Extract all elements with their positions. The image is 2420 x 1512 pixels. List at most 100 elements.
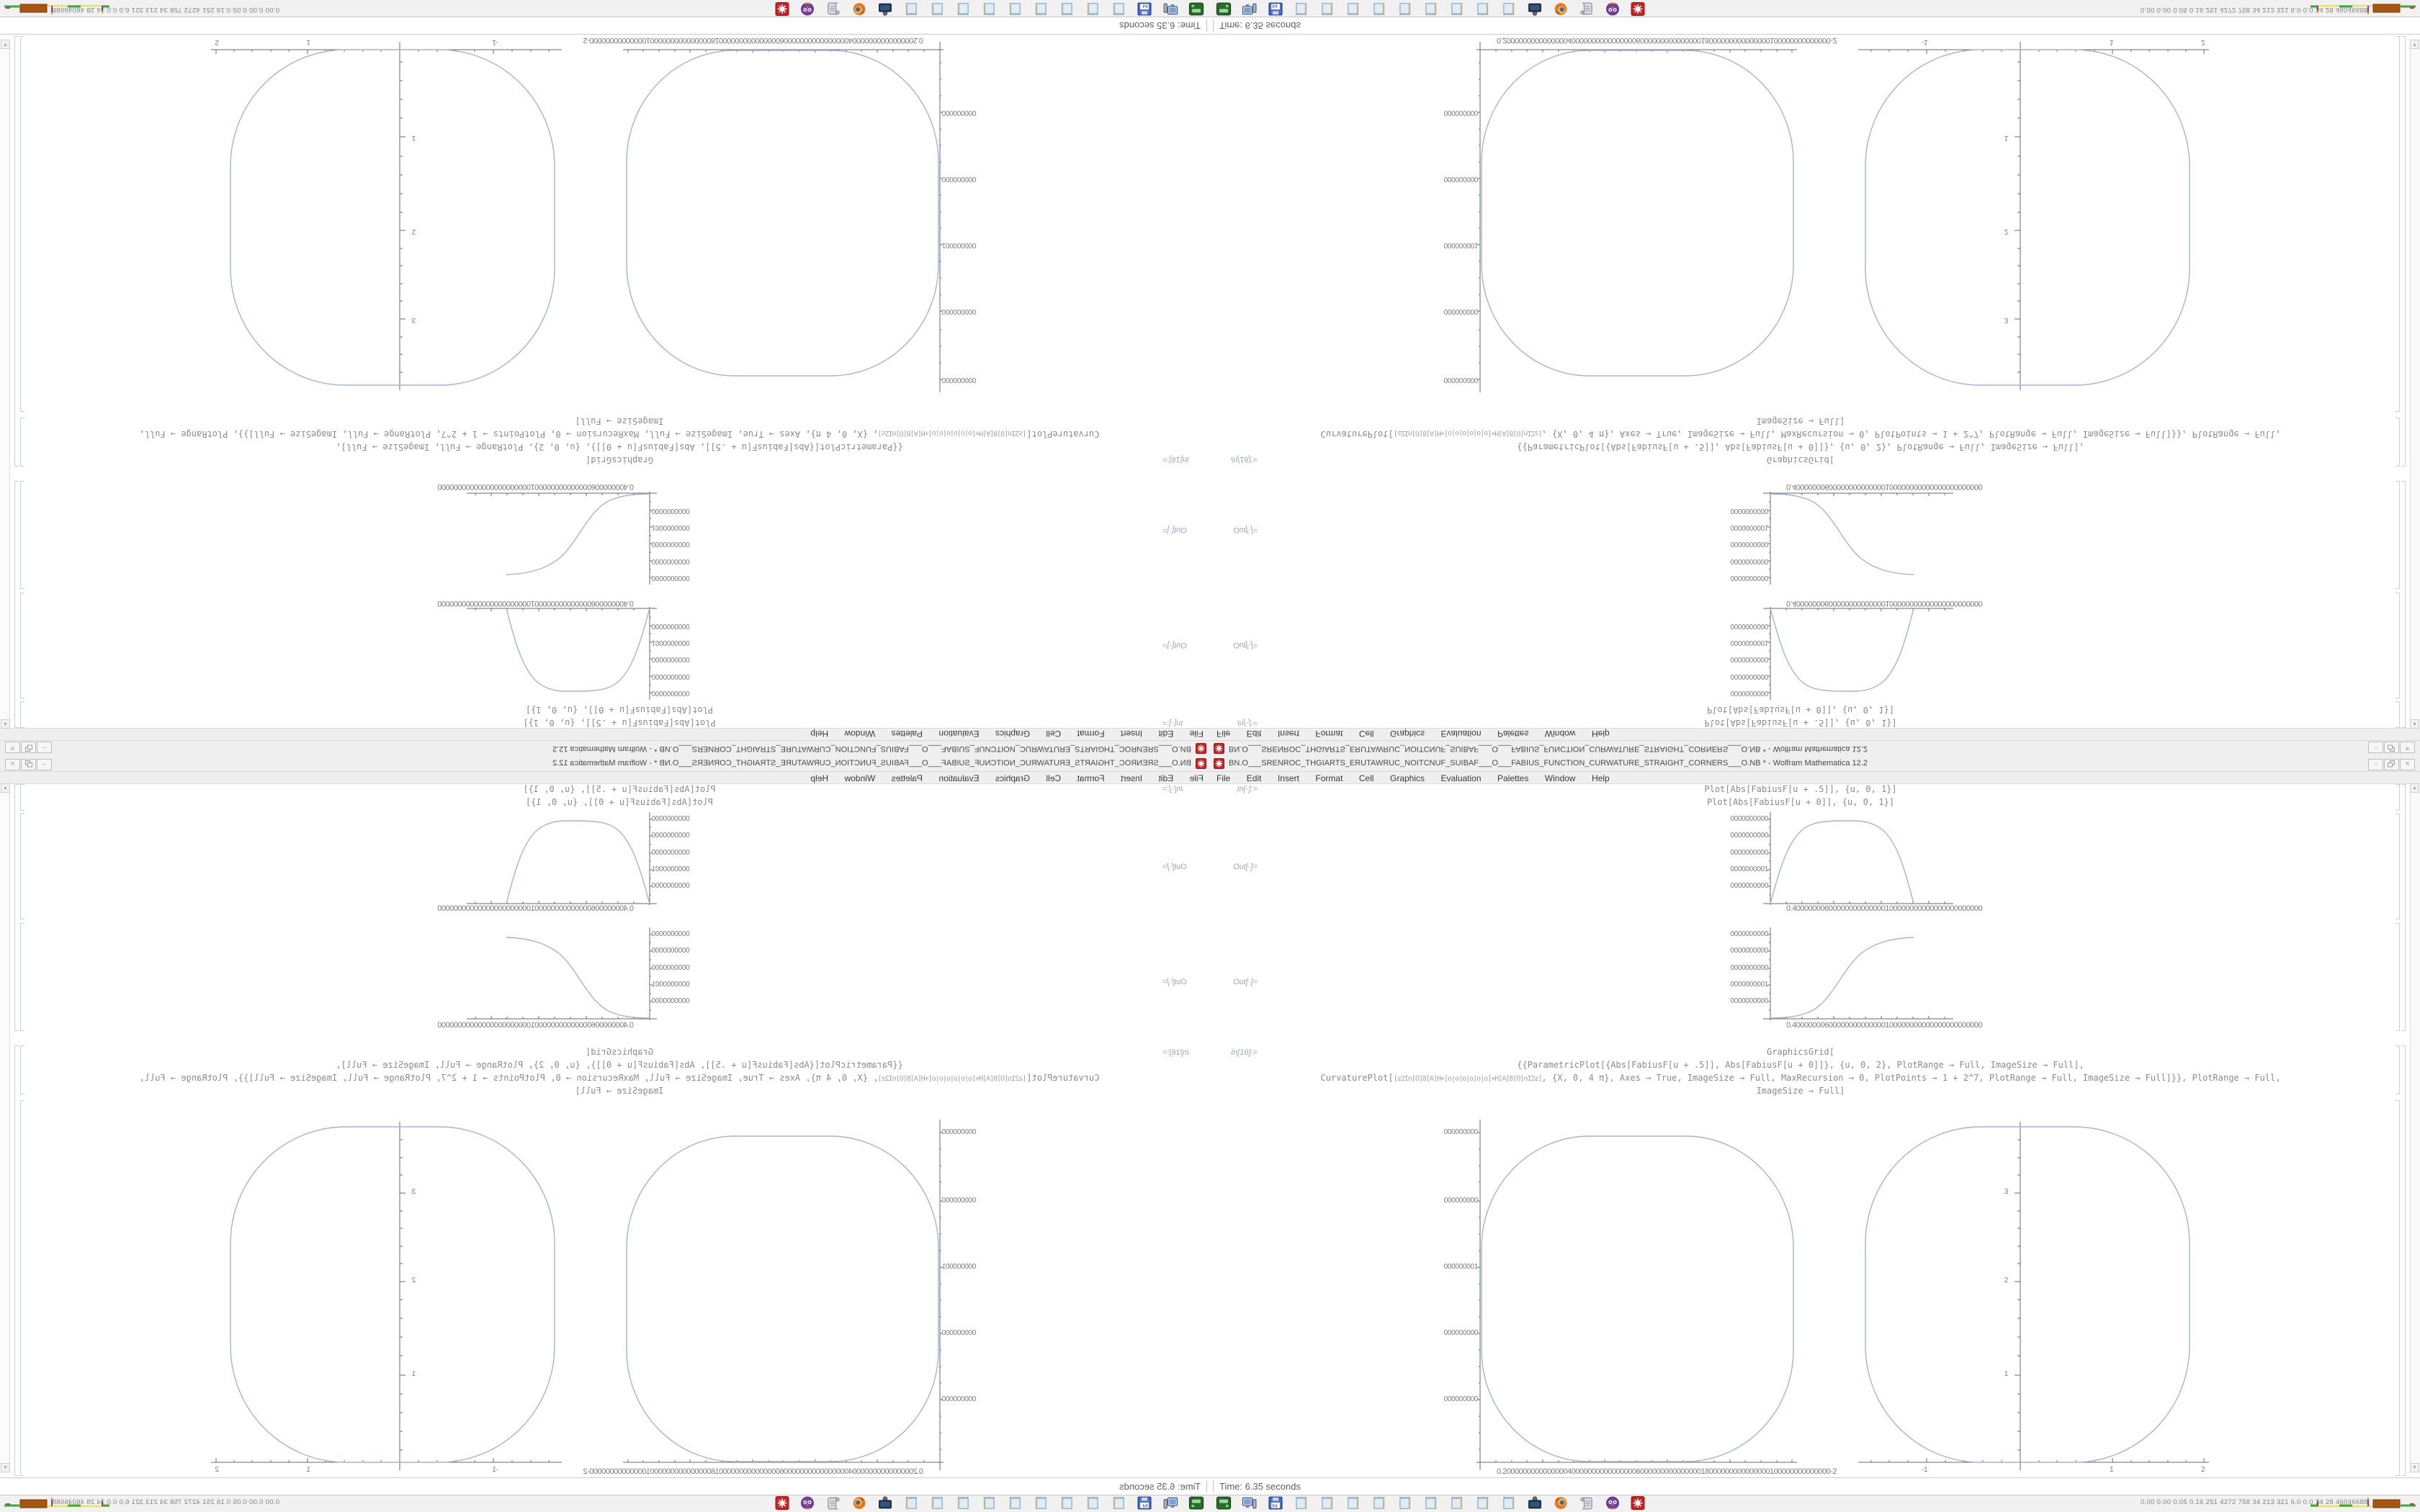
input-code-line[interactable]: Plot[Abs[FabiusF[u + 0]], {u, 0, 1}] <box>525 797 714 807</box>
menu-evaluation[interactable]: Evaluation <box>1440 729 1482 739</box>
restore-button[interactable] <box>2384 742 2399 753</box>
input-code-line[interactable]: Plot[Abs[FabiusF[u + 0]], {u, 0, 1}] <box>525 705 714 715</box>
input-code-line[interactable]: ImageSize → Full] <box>1756 1086 1845 1096</box>
scroll-up-button[interactable]: ▴ <box>1 783 10 793</box>
menu-edit[interactable]: Edit <box>1246 729 1262 739</box>
taskbar-item-notepad[interactable] <box>1449 1496 1468 1511</box>
input-code-line[interactable]: ImageSize → Full] <box>1756 416 1845 426</box>
taskbar-item-owl[interactable] <box>1605 1 1623 16</box>
taskbar-item-screen-camera[interactable] <box>1527 1496 1546 1511</box>
scroll-down-button[interactable]: ▾ <box>1 40 10 49</box>
scroll-down-button[interactable]: ▾ <box>1 1463 10 1472</box>
cell-group-bracket[interactable] <box>2401 1045 2406 1476</box>
taskbar-item-notepad[interactable] <box>1082 1496 1101 1511</box>
taskbar-item-notepad[interactable] <box>1030 1 1049 16</box>
input-code-line[interactable]: GraphicsGrid[ <box>1767 455 1834 465</box>
menu-cell[interactable]: Cell <box>1358 729 1374 739</box>
cell-bracket[interactable] <box>20 36 24 412</box>
menu-format[interactable]: Format <box>1315 729 1343 739</box>
menu-palettes[interactable]: Palettes <box>891 729 923 739</box>
menu-file[interactable]: File <box>1216 729 1231 739</box>
taskbar-item-computer[interactable] <box>1160 1 1178 16</box>
menu-cell[interactable]: Cell <box>1358 773 1374 783</box>
cell-bracket[interactable] <box>2396 784 2400 811</box>
menu-graphics[interactable]: Graphics <box>995 773 1030 783</box>
taskbar-item-firefox[interactable] <box>848 1 867 16</box>
taskbar-item-mathematica[interactable] <box>1631 1496 1649 1511</box>
close-button[interactable]: × <box>5 742 20 753</box>
taskbar-item-notepad[interactable] <box>978 1496 997 1511</box>
vertical-scrollbar[interactable] <box>0 783 10 1472</box>
input-code-line[interactable]: ImageSize → Full] <box>575 1086 664 1096</box>
taskbar-item-notepad[interactable] <box>1030 1496 1049 1511</box>
input-code-line[interactable]: Plot[Abs[FabiusF[u + .5]], {u, 0, 1}] <box>1704 784 1897 794</box>
taskbar-item-notepad[interactable] <box>1501 1496 1520 1511</box>
menu-help[interactable]: Help <box>1591 729 1610 739</box>
cell-group-bracket[interactable] <box>14 1045 19 1476</box>
input-code-line[interactable]: {{ParametricPlot[{Abs[FabiusF[u + .5]], … <box>1517 1060 2084 1070</box>
input-code-line[interactable]: {{ParametricPlot[{Abs[FabiusF[u + .5]], … <box>336 442 903 452</box>
taskbar-item-owl[interactable] <box>797 1 815 16</box>
taskbar-item-notepad[interactable] <box>1004 1496 1023 1511</box>
vertical-scrollbar[interactable] <box>2410 40 2420 729</box>
input-code-line[interactable]: CurvaturePlot[[ƨ2In[O]8[A]H+[o|o|o|o|o|o… <box>29 1073 1210 1083</box>
taskbar-item-scroll[interactable] <box>823 1 841 16</box>
menu-window[interactable]: Window <box>844 773 876 783</box>
taskbar-item-notepad[interactable] <box>1294 1496 1312 1511</box>
vertical-scrollbar[interactable] <box>2410 783 2420 1472</box>
menu-palettes[interactable]: Palettes <box>1497 729 1529 739</box>
taskbar-item-scroll[interactable] <box>1579 1 1597 16</box>
cell-group-bracket[interactable] <box>2401 784 2406 1031</box>
menu-edit[interactable]: Edit <box>1158 729 1174 739</box>
taskbar-item-scroll[interactable] <box>1579 1496 1597 1511</box>
menu-palettes[interactable]: Palettes <box>891 773 923 783</box>
input-code-line[interactable]: Plot[Abs[FabiusF[u + .5]], {u, 0, 1}] <box>523 784 716 794</box>
menu-graphics[interactable]: Graphics <box>1390 773 1425 783</box>
menu-window[interactable]: Window <box>844 729 876 739</box>
taskbar-item-notepad[interactable] <box>1108 1496 1126 1511</box>
scroll-down-button[interactable]: ▾ <box>2410 1463 2419 1472</box>
taskbar-item-notepad[interactable] <box>1397 1 1416 16</box>
menu-graphics[interactable]: Graphics <box>995 729 1030 739</box>
menu-format[interactable]: Format <box>1077 729 1105 739</box>
minimize-button[interactable]: – <box>2368 759 2383 770</box>
taskbar-item-notepad[interactable] <box>1397 1496 1416 1511</box>
input-code-line[interactable]: GraphicsGrid[ <box>586 1047 653 1057</box>
cell-bracket[interactable] <box>2396 701 2400 728</box>
menu-evaluation[interactable]: Evaluation <box>938 773 980 783</box>
taskbar-item-notepad[interactable] <box>952 1 971 16</box>
taskbar-item-notepad[interactable] <box>1371 1 1390 16</box>
taskbar-item-computer[interactable] <box>1242 1496 1260 1511</box>
taskbar-item-notepad[interactable] <box>926 1 945 16</box>
menu-window[interactable]: Window <box>1544 729 1576 739</box>
cell-group-bracket[interactable] <box>14 481 19 728</box>
taskbar-item-mathematica[interactable] <box>771 1496 789 1511</box>
taskbar-item-mathematica[interactable] <box>771 1 789 16</box>
taskbar-item-notepad[interactable] <box>1475 1496 1494 1511</box>
taskbar-item-notepad[interactable] <box>1004 1 1023 16</box>
menu-cell[interactable]: Cell <box>1046 773 1062 783</box>
cell-bracket[interactable] <box>2396 36 2400 412</box>
menu-palettes[interactable]: Palettes <box>1497 773 1529 783</box>
minimize-button[interactable]: – <box>2368 742 2383 753</box>
taskbar-item-notepad[interactable] <box>1423 1496 1442 1511</box>
menu-window[interactable]: Window <box>1544 773 1576 783</box>
taskbar-item-notepad[interactable] <box>978 1 997 16</box>
scroll-down-button[interactable]: ▾ <box>2410 40 2419 49</box>
cell-bracket[interactable] <box>2396 1100 2400 1476</box>
taskbar-item-floppy64[interactable]: 64 <box>1268 1 1286 16</box>
close-button[interactable]: × <box>5 759 20 770</box>
input-code-line[interactable]: Plot[Abs[FabiusF[u + 0]], {u, 0, 1}] <box>1706 797 1895 807</box>
input-code-line[interactable]: {{ParametricPlot[{Abs[FabiusF[u + .5]], … <box>1517 442 2084 452</box>
taskbar-item-notepad[interactable] <box>1475 1 1494 16</box>
input-code-line[interactable]: CurvaturePlot[[ƨ2In[O]8[A]H+[o|o|o|o|o|o… <box>1210 429 2391 439</box>
system-monitor-graph[interactable] <box>1 1 109 16</box>
taskbar-item-firefox[interactable] <box>1553 1496 1572 1511</box>
cell-group-bracket[interactable] <box>14 784 19 1031</box>
input-code-line[interactable]: GraphicsGrid[ <box>586 455 653 465</box>
input-code-line[interactable]: CurvaturePlot[[ƨ2In[O]8[A]H+[o|o|o|o|o|o… <box>29 429 1210 439</box>
cell-bracket[interactable] <box>2396 593 2400 698</box>
input-code-line[interactable]: Plot[Abs[FabiusF[u + .5]], {u, 0, 1}] <box>523 718 716 728</box>
cell-bracket[interactable] <box>2396 923 2400 1031</box>
menu-insert[interactable]: Insert <box>1121 729 1143 739</box>
